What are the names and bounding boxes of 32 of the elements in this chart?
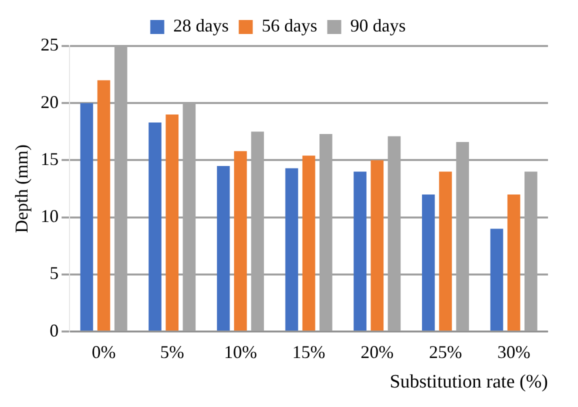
y-tick-label: 0 xyxy=(50,320,59,340)
bar xyxy=(80,103,94,331)
bar xyxy=(439,172,452,331)
legend-label: 90 days xyxy=(350,16,406,36)
x-tick-label: 30% xyxy=(497,342,530,362)
y-axis-title: Depth (mm) xyxy=(12,144,32,234)
x-tick-label: 15% xyxy=(292,342,326,362)
x-tick-label: 25% xyxy=(428,342,462,362)
bar xyxy=(148,122,162,331)
x-tick-label: 0% xyxy=(92,342,116,362)
x-tick-label: 20% xyxy=(360,342,394,362)
y-tick-label: 20 xyxy=(40,92,59,112)
x-axis-title: Substitution rate (%) xyxy=(390,372,548,393)
y-tick-label: 15 xyxy=(40,148,59,169)
bar xyxy=(216,166,230,331)
y-tick-label: 5 xyxy=(50,263,59,284)
legend-label: 28 days xyxy=(173,16,229,36)
bar xyxy=(285,168,298,331)
bar xyxy=(370,160,384,331)
y-tick-label: 25 xyxy=(40,34,59,55)
bar xyxy=(422,194,435,331)
bar xyxy=(97,80,110,331)
bar xyxy=(354,172,366,331)
legend-label: 56 days xyxy=(262,16,318,36)
x-tick-label: 5% xyxy=(160,342,184,362)
bar xyxy=(490,228,504,331)
bar xyxy=(166,114,179,331)
bar xyxy=(302,156,316,331)
x-tick-label: 10% xyxy=(224,342,257,362)
y-tick-label: 10 xyxy=(40,206,59,226)
bar xyxy=(507,194,520,331)
bar xyxy=(234,151,247,331)
